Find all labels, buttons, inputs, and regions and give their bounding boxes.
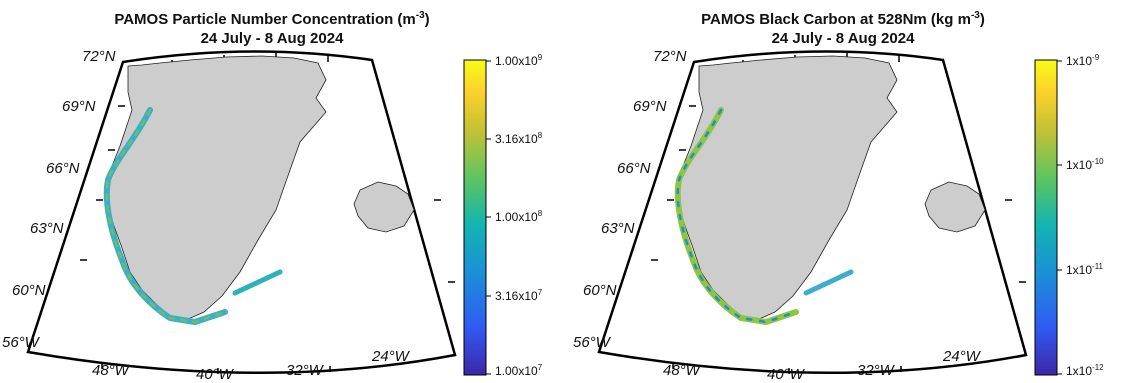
colorbar: [1034, 59, 1058, 376]
lon-label-56: 56°W: [2, 334, 39, 351]
ship-track-offshore: [232, 269, 283, 296]
colorbar-tick-label: 1x10-11: [1066, 262, 1103, 277]
lon-label-48: 48°W: [663, 362, 700, 379]
lat-label-66: 66°N: [46, 160, 80, 177]
map-svg: [597, 50, 1062, 376]
colorbar-tick-label: 1.00x109: [495, 53, 543, 68]
colorbar: [463, 59, 487, 376]
iceland-landmass: [353, 181, 415, 233]
ship-track-offshore: [803, 269, 854, 296]
map-panel-black-carbon: PAMOS Black Carbon at 528Nm (kg m-3) 24 …: [571, 0, 1142, 383]
lon-label-24: 24°W: [943, 348, 980, 365]
lon-label-48: 48°W: [92, 362, 129, 379]
lat-label-63: 63°N: [601, 220, 635, 237]
ship-track-coastal-overlay: [105, 108, 227, 324]
lat-label-69: 69°N: [633, 98, 667, 115]
map-svg: [26, 50, 491, 376]
map-panel-particle-number: PAMOS Particle Number Concentration (m-3…: [0, 0, 571, 383]
colorbar-tick-label: 1.00x107: [495, 363, 543, 378]
colorbar-tick-label: 1x10-10: [1066, 157, 1104, 172]
map-subtitle: 24 July - 8 Aug 2024: [771, 30, 915, 47]
lat-label-60: 60°N: [12, 282, 46, 299]
colorbar-tick-label: 1x10-12: [1066, 363, 1104, 378]
lon-label-24: 24°W: [372, 348, 409, 365]
lat-label-63: 63°N: [30, 220, 64, 237]
lat-label-72: 72°N: [653, 48, 687, 65]
lon-label-40: 40°W: [767, 366, 804, 383]
lat-label-72: 72°N: [82, 48, 116, 65]
graticule-ticks: [80, 53, 455, 374]
lon-label-32: 32°W: [286, 362, 323, 379]
map-subtitle: 24 July - 8 Aug 2024: [200, 30, 344, 47]
map-title: PAMOS Particle Number Concentration (m-3…: [114, 10, 430, 47]
lon-label-56: 56°W: [573, 334, 610, 351]
lon-label-32: 32°W: [857, 362, 894, 379]
lon-label-40: 40°W: [196, 366, 233, 383]
colorbar-tick-label: 1.00x108: [495, 209, 543, 224]
lat-label-69: 69°N: [62, 98, 96, 115]
colorbar-tick-label: 1x10-9: [1066, 53, 1100, 68]
colorbar-tick-label: 3.16x108: [495, 131, 543, 146]
lat-label-60: 60°N: [583, 282, 617, 299]
colorbar-tick-label: 3.16x107: [495, 288, 543, 303]
map-title: PAMOS Black Carbon at 528Nm (kg m-3) 24 …: [701, 10, 985, 47]
lat-label-66: 66°N: [617, 160, 651, 177]
iceland-landmass: [924, 181, 986, 233]
ship-track-coastal: [674, 107, 799, 326]
